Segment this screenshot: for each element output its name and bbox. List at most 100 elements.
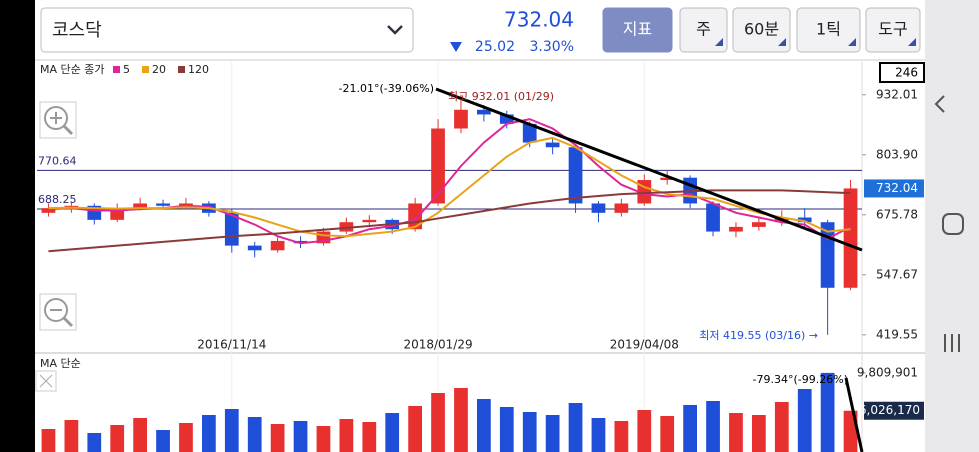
reference-label: 770.64 (38, 154, 77, 167)
volume-bar (87, 433, 102, 452)
last-volume-label: 6,026,170 (859, 403, 920, 417)
volume-bar (774, 402, 789, 452)
volume-bar (729, 413, 743, 452)
close-icon[interactable] (35, 370, 57, 392)
candle-body (431, 128, 445, 204)
volume-bar (41, 429, 56, 452)
tool-button[interactable] (679, 7, 728, 53)
app-area (35, 0, 925, 452)
candle-body (408, 203, 422, 230)
symbol-dropdown[interactable] (40, 7, 414, 53)
legend-label: 20 (152, 63, 166, 76)
symbol: 코스닥 (52, 20, 102, 41)
volume-bar (477, 399, 491, 452)
candle-body (797, 217, 812, 223)
volume-bar (316, 426, 331, 452)
tool-button-label: 지표 (623, 20, 652, 39)
last-price-label: 732.04 (876, 181, 918, 195)
candle-body (614, 203, 629, 213)
ma-line (48, 136, 851, 238)
volume-bar (408, 406, 422, 452)
volume-bar (522, 412, 537, 452)
y-tick-label: 803.90 (876, 147, 918, 161)
legend-label: 5 (123, 63, 130, 76)
volume-bar (591, 418, 606, 452)
volume-bar (614, 421, 629, 452)
candle-body (179, 203, 193, 206)
candle-body (499, 114, 514, 124)
tool-button[interactable] (602, 7, 673, 53)
volume-bar (683, 405, 697, 452)
candle-body (568, 147, 583, 204)
indicator-label: MA 단순 종가 (40, 63, 105, 76)
volume-bar (454, 388, 468, 452)
volume-bar (385, 413, 400, 452)
trend-line (435, 87, 863, 252)
volume-bar (293, 421, 308, 452)
volume-bar (706, 401, 720, 452)
legend-label: 120 (188, 63, 209, 76)
volume-bar (156, 430, 170, 452)
ma-line (48, 118, 851, 245)
candle-body (316, 231, 331, 244)
x-tick-label: 2019/04/08 (610, 338, 679, 352)
count-box (879, 62, 925, 83)
candle-body (247, 245, 262, 251)
zoom-out[interactable] (39, 293, 77, 331)
candle-body (545, 142, 560, 148)
y-tick-label: 9,809,901 (857, 365, 918, 379)
tool-button[interactable] (796, 7, 861, 53)
last-volume-tag (864, 401, 924, 420)
legend-swatch (178, 66, 185, 73)
candle-body (706, 203, 720, 232)
high-annotation: 최고 932.01 (01/29) (448, 90, 554, 103)
volume-bar (660, 416, 675, 452)
candle-body (110, 208, 125, 220)
dropdown-arrow (387, 25, 403, 35)
tool-button-label: 주 (696, 20, 711, 39)
volume-bar (224, 409, 239, 452)
corner-mark (715, 38, 723, 46)
y-tick-label: 547.67 (876, 267, 918, 281)
tool-button-label: 60분 (744, 20, 779, 39)
legend-swatch (142, 66, 149, 73)
last-price-tag (864, 179, 924, 198)
candle-body (752, 222, 766, 227)
candle-body (477, 109, 491, 115)
volume-annotation: -79.34°(-99.26%) (753, 373, 848, 386)
volume-bar (247, 417, 262, 452)
candle-body (454, 109, 468, 129)
change: 25.02 (475, 39, 515, 55)
candle-body (843, 188, 858, 288)
candle-body (729, 226, 743, 232)
nav-home[interactable] (942, 213, 964, 235)
y-tick-label: 675.78 (876, 207, 918, 221)
candle-body (362, 219, 377, 223)
nav-recent[interactable] (944, 334, 960, 352)
trend-annotation: -21.01°(-39.06%) (339, 82, 434, 95)
low-annotation: 최저 419.55 (03/16) → (699, 329, 818, 342)
bezel (0, 0, 35, 452)
y-tick-label: 932.01 (876, 87, 918, 101)
tool-button[interactable] (865, 7, 921, 53)
volume-indicator: MA 단순 (40, 357, 81, 370)
corner-mark (778, 38, 786, 46)
down-arrow (450, 42, 462, 52)
volume-bar (568, 403, 583, 452)
tool-button[interactable] (732, 7, 791, 53)
candle-body (522, 123, 537, 143)
volume-bar (499, 407, 514, 452)
candle-body (293, 240, 308, 244)
tool-button-label: 도구 (878, 20, 907, 39)
nav-back[interactable] (934, 95, 945, 113)
corner-mark (848, 38, 856, 46)
zoom-in[interactable] (39, 101, 77, 139)
volume-bar (339, 419, 354, 452)
volume-trend-line (844, 377, 864, 452)
nav-bar (925, 0, 979, 452)
volume-bar (431, 393, 445, 452)
volume-bar (270, 424, 285, 452)
ma-line (48, 189, 851, 253)
candle-body (41, 208, 56, 213)
